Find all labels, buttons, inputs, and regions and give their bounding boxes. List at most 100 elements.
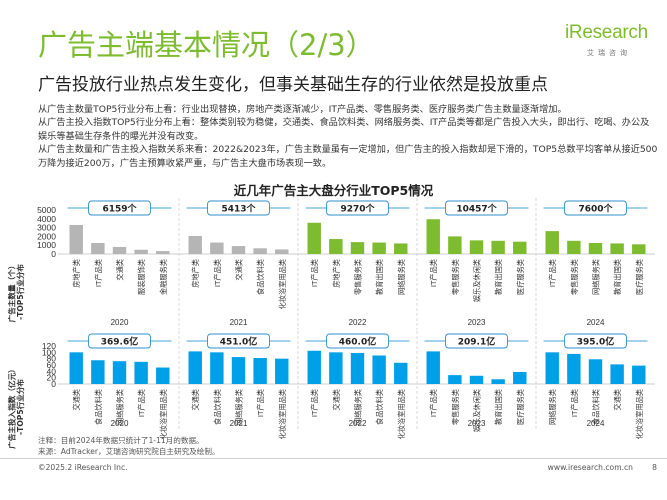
total-label: 369.6亿 <box>101 336 138 348</box>
category-label: 娱乐及休闲类 <box>473 389 482 432</box>
bar <box>588 359 603 384</box>
bar <box>632 365 646 384</box>
year-label: 2022 <box>349 419 367 428</box>
footer-divider <box>0 458 667 459</box>
category-label: 服装服饰类 <box>137 259 146 295</box>
category-label: 医疗服务类 <box>516 259 525 295</box>
category-label: 交通类 <box>332 389 341 411</box>
bar <box>156 367 170 384</box>
total-bubble <box>445 333 508 349</box>
category-label: 房地产类 <box>72 259 81 288</box>
category-label: 零售服务类 <box>451 259 460 295</box>
bar <box>156 251 170 254</box>
total-bubble <box>564 333 627 349</box>
category-label: IT产品类 <box>213 259 222 287</box>
bar <box>231 246 246 254</box>
bar <box>394 243 408 254</box>
source-text: 来源：AdTracker，艾瑞咨询研究院自主研究及绘制。 <box>38 446 220 456</box>
website-link[interactable]: www.iresearch.com.cn <box>547 463 633 472</box>
bar <box>567 240 581 254</box>
category-label: 医疗服务类 <box>516 389 525 425</box>
category-label: 娱乐及休闲类 <box>473 259 482 302</box>
logo-text: iResearch <box>565 22 648 43</box>
bar <box>426 351 440 384</box>
total-label: 209.1亿 <box>458 336 495 348</box>
footer-notes: 注释：目前2024年数据只统计了1-11月的数据。 来源：AdTracker，艾… <box>38 436 220 457</box>
bar <box>275 249 289 254</box>
category-label: 网络服务类 <box>235 389 244 425</box>
total-label: 5413个 <box>221 203 256 215</box>
total-label: 7600个 <box>578 203 613 215</box>
category-label: IT产品类 <box>429 259 438 287</box>
analysis-paragraph: 从广告主数量TOP5行业分布上看：行业出现替换，房地产类逐渐减少，IT产品类、零… <box>38 104 567 115</box>
analysis-paragraph: 从广告主投入指数TOP5行业分布上看：整体类别较为稳健，交通类、食品饮料类、网络… <box>38 117 650 142</box>
y-tick-label: 60 <box>47 360 57 370</box>
bar <box>253 358 267 384</box>
bar <box>372 242 386 254</box>
category-label: IT产品类 <box>570 389 579 417</box>
category-label: IT产品类 <box>548 259 557 287</box>
bar <box>253 248 267 254</box>
category-label: 化妆浴室用品类 <box>397 389 406 439</box>
bar <box>448 375 462 384</box>
year-label: 2020 <box>111 419 129 428</box>
y-tick-label: 80 <box>47 354 57 364</box>
y-tick-label: 4000 <box>37 214 56 224</box>
bar <box>210 352 224 384</box>
bar <box>112 361 127 384</box>
category-label: 网络服务类 <box>397 259 406 295</box>
category-label: 食品饮料类 <box>256 259 265 295</box>
category-label: 零售服务类 <box>451 389 460 425</box>
bar <box>91 360 105 384</box>
bar <box>567 353 581 384</box>
bar <box>350 242 365 254</box>
note-text: 注释：目前2024年数据只统计了1-11月的数据。 <box>38 436 204 445</box>
category-label: 金融服务类 <box>159 259 168 295</box>
bar <box>610 243 624 254</box>
category-label: IT产品类 <box>137 389 146 417</box>
category-label: 网络服务类 <box>354 389 363 425</box>
year-label: 2022 <box>349 318 367 327</box>
category-label: 化妆浴室用品类 <box>159 389 168 439</box>
chart-title: 近几年广告主大盘分行业TOP5情况 <box>233 183 434 198</box>
year-label: 2021 <box>230 318 248 327</box>
total-label: 460.0亿 <box>339 336 376 348</box>
y-tick-label: 2000 <box>37 231 56 241</box>
category-label: 教育出国类 <box>375 259 384 295</box>
y-tick-label: 20 <box>47 373 57 383</box>
bar <box>610 364 624 384</box>
total-label: 451.0亿 <box>220 336 257 348</box>
bar <box>513 371 527 384</box>
bar <box>210 242 224 254</box>
total-label: 9270个 <box>340 203 375 215</box>
y-tick-label: 0 <box>51 379 56 389</box>
category-label: 交通类 <box>191 389 200 411</box>
bar <box>394 362 408 384</box>
iresearch-logo: iResearch 艾瑞咨询 <box>565 22 660 58</box>
category-label: 网络服务类 <box>548 389 557 425</box>
year-label: 2020 <box>111 318 129 327</box>
bar <box>469 240 484 254</box>
category-label: IT产品类 <box>429 389 438 417</box>
category-label: 化妆浴室用品类 <box>278 259 287 309</box>
category-label: 教育出国类 <box>613 259 622 295</box>
bar <box>545 352 559 384</box>
category-label: IT产品类 <box>310 389 319 417</box>
y-axis-label: 广告主投入指数（亿元）-TOP5行业分布 <box>6 365 25 449</box>
category-label: IT产品类 <box>310 259 319 287</box>
bar <box>632 244 646 254</box>
bar <box>307 350 321 384</box>
logo-subtext: 艾瑞咨询 <box>587 49 631 57</box>
bar <box>275 358 289 384</box>
bar <box>231 357 246 384</box>
bar <box>188 235 202 254</box>
total-bubble <box>88 200 151 216</box>
page-subtitle: 广告投放行业热点发生变化，但事关基础生存的行业依然是投放重点 <box>38 75 548 95</box>
year-label: 2021 <box>230 419 248 428</box>
analysis-paragraph: 从广告主数量和广告主投入指数关系来看：2022&2023年，广告主数量虽有一定增… <box>38 144 658 169</box>
category-label: 交通类 <box>235 259 244 281</box>
category-label: 网络服务类 <box>116 389 125 425</box>
page-number: 8 <box>652 463 657 472</box>
y-tick-label: 3000 <box>37 223 56 233</box>
